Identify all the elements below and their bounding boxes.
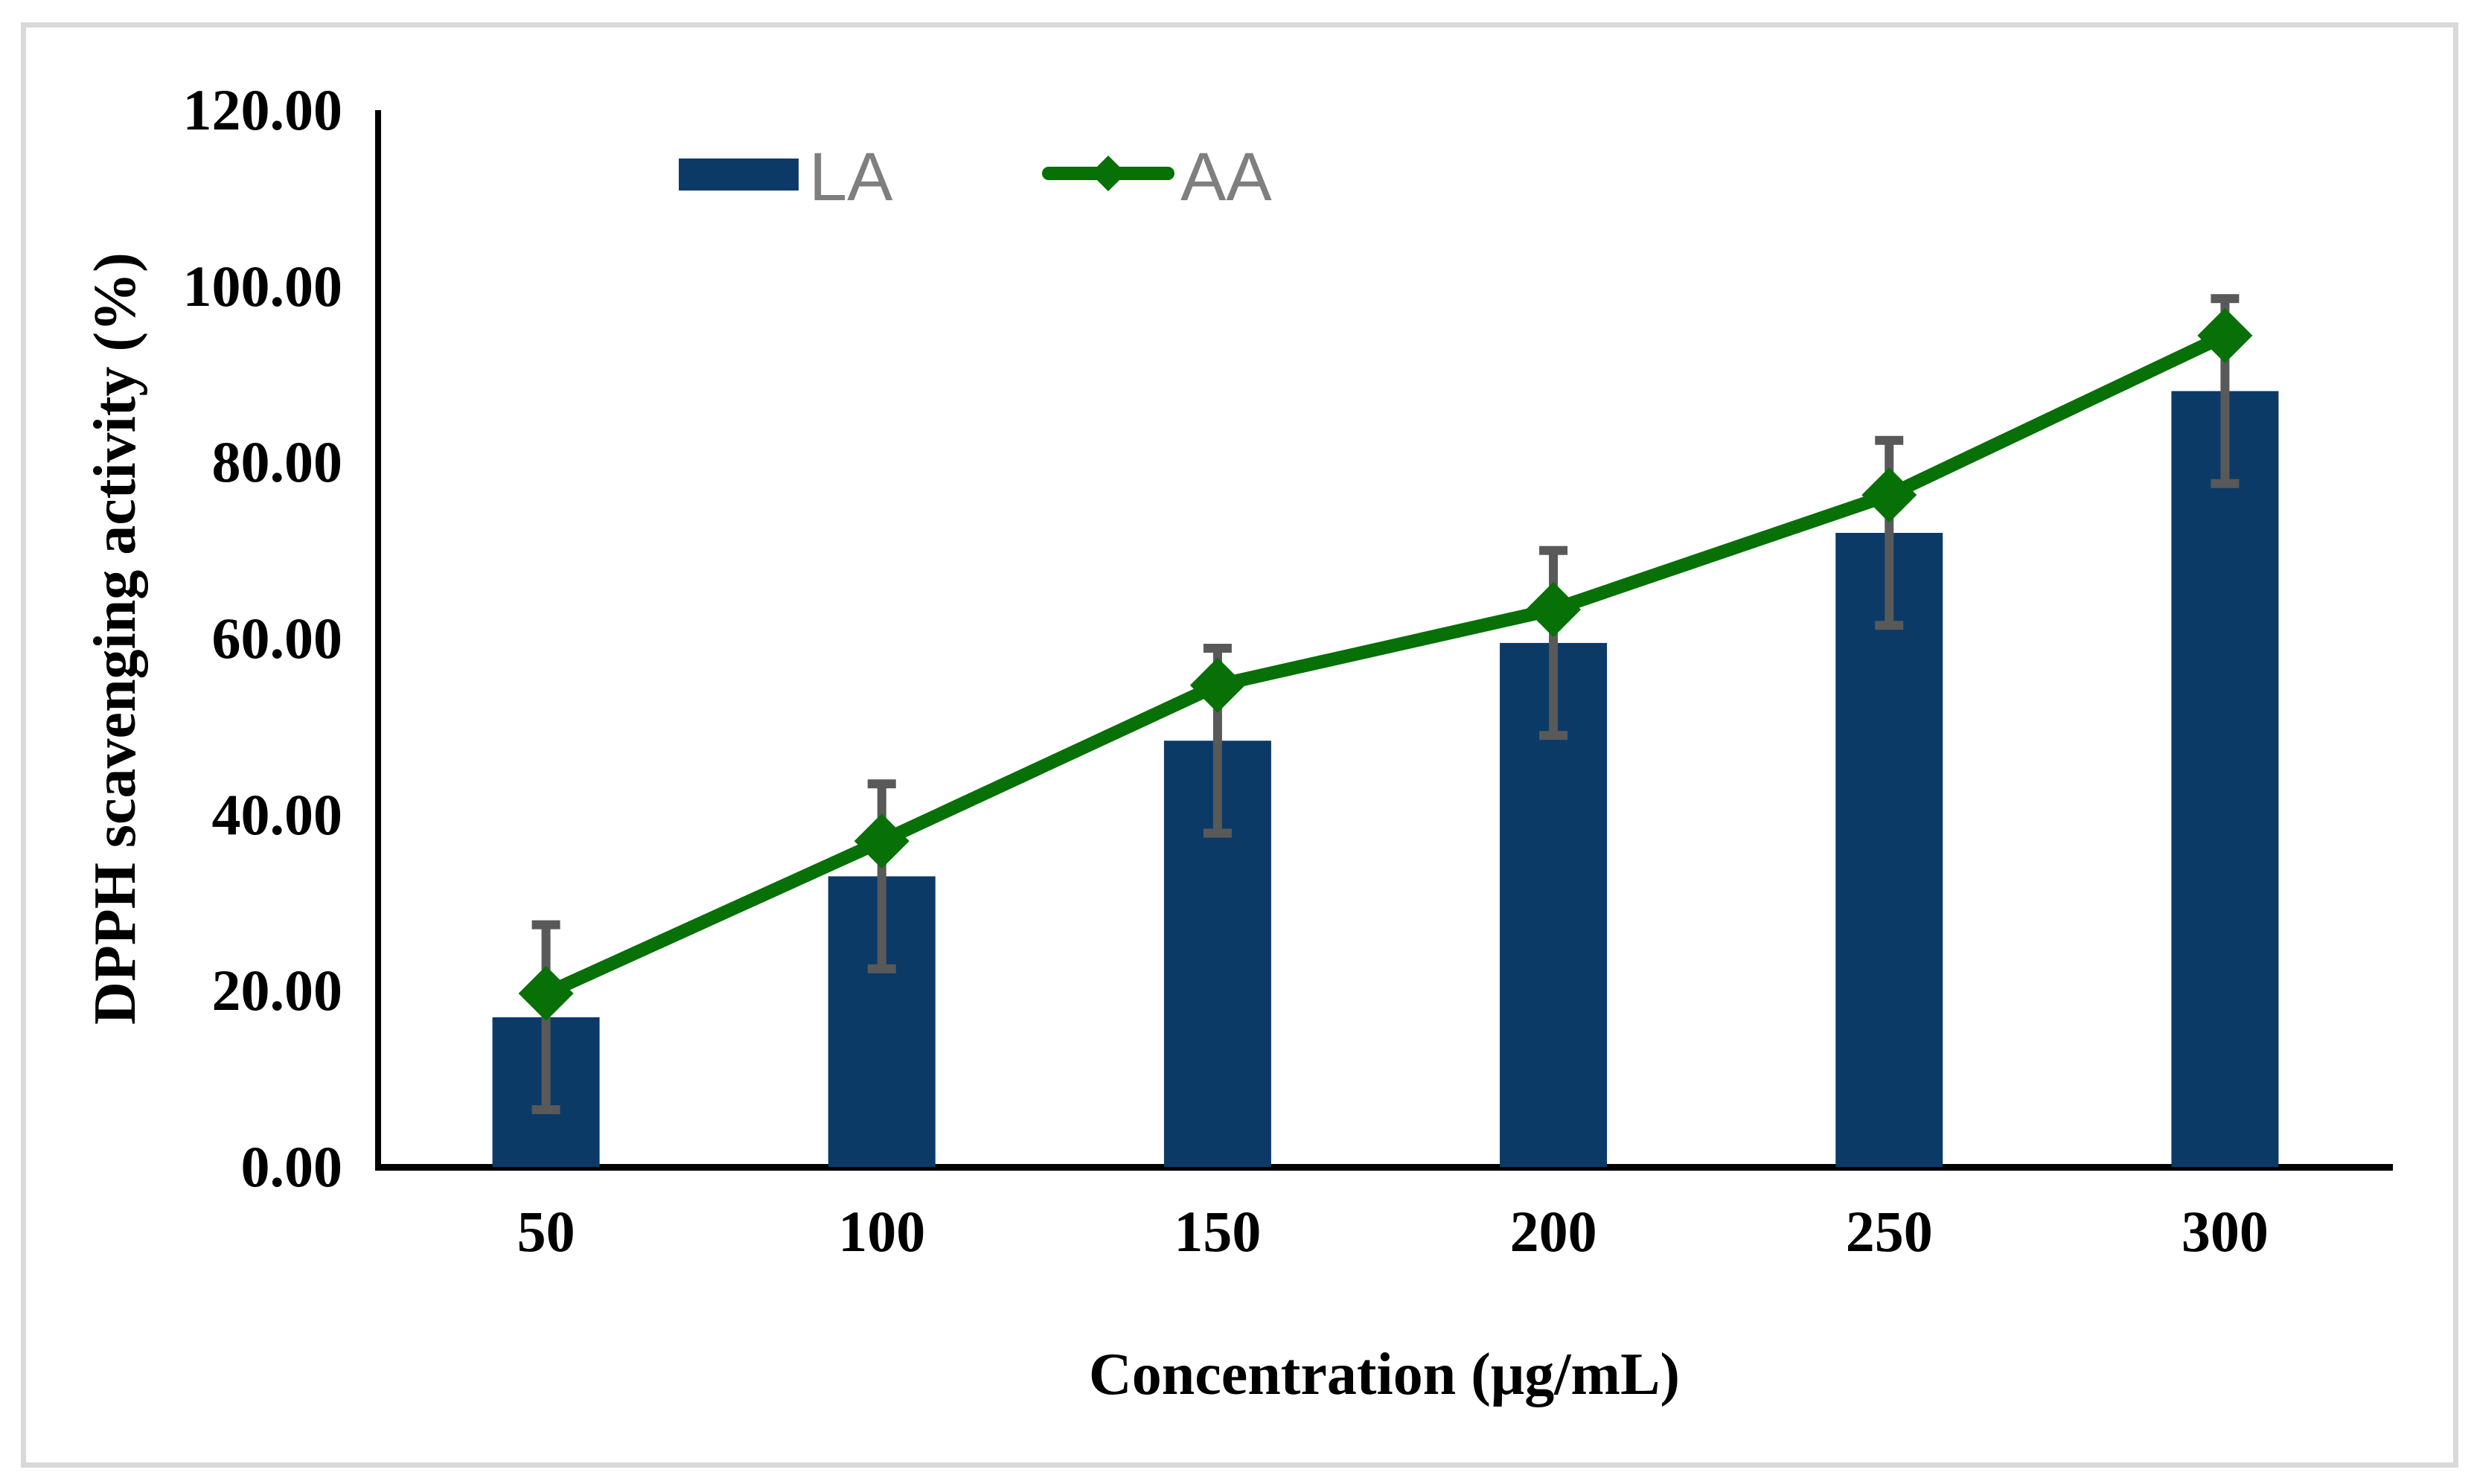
y-axis-line xyxy=(375,110,381,1170)
error-bar-stem xyxy=(1549,550,1559,736)
error-bar-cap xyxy=(2211,479,2240,488)
x-axis-line xyxy=(375,1164,2393,1171)
error-bar-cap xyxy=(867,779,896,789)
marker-diamond xyxy=(1189,657,1245,713)
line-aa xyxy=(539,328,2232,1000)
error-bar-cap xyxy=(1203,828,1232,838)
y-tick-label: 0.00 xyxy=(240,1134,343,1199)
legend-label-aa: AA xyxy=(1180,139,1272,215)
error-bar-cap xyxy=(867,964,896,973)
x-axis-title: Concentration (μg/mL) xyxy=(1088,1342,1681,1407)
bar-la xyxy=(2171,391,2279,1167)
error-bar-cap xyxy=(1539,731,1568,741)
y-tick-label: 120.00 xyxy=(182,77,343,142)
error-bar-stem xyxy=(877,784,886,969)
marker-diamond xyxy=(1526,581,1582,637)
x-tick-label: 250 xyxy=(1845,1199,1933,1264)
x-tick-label: 300 xyxy=(2181,1199,2269,1264)
y-tick-label: 40.00 xyxy=(211,781,343,847)
legend-bar-swatch xyxy=(679,159,799,191)
x-tick-label: 50 xyxy=(517,1199,575,1264)
error-bar-cap xyxy=(1203,644,1232,653)
marker-diamond xyxy=(1861,467,1917,523)
y-tick-label: 60.00 xyxy=(211,606,343,671)
marker-diamond xyxy=(854,813,910,869)
error-bar-cap xyxy=(1875,621,1904,630)
error-bar-cap xyxy=(1539,546,1568,555)
marker-diamond xyxy=(518,965,574,1021)
legend-label-la: LA xyxy=(809,139,893,215)
marker-diamond xyxy=(2197,307,2253,363)
error-bar-cap xyxy=(531,920,560,930)
bar-la xyxy=(1835,533,1943,1167)
error-bar-cap xyxy=(2211,294,2240,304)
y-tick-label: 80.00 xyxy=(211,429,343,495)
x-tick-label: 150 xyxy=(1174,1199,1262,1264)
x-tick-label: 200 xyxy=(1509,1199,1597,1264)
y-tick-label: 20.00 xyxy=(211,958,343,1023)
error-bar-cap xyxy=(531,1105,560,1115)
error-bar-cap xyxy=(1875,435,1904,445)
y-tick-label: 100.00 xyxy=(182,253,343,319)
x-tick-label: 100 xyxy=(838,1199,926,1264)
